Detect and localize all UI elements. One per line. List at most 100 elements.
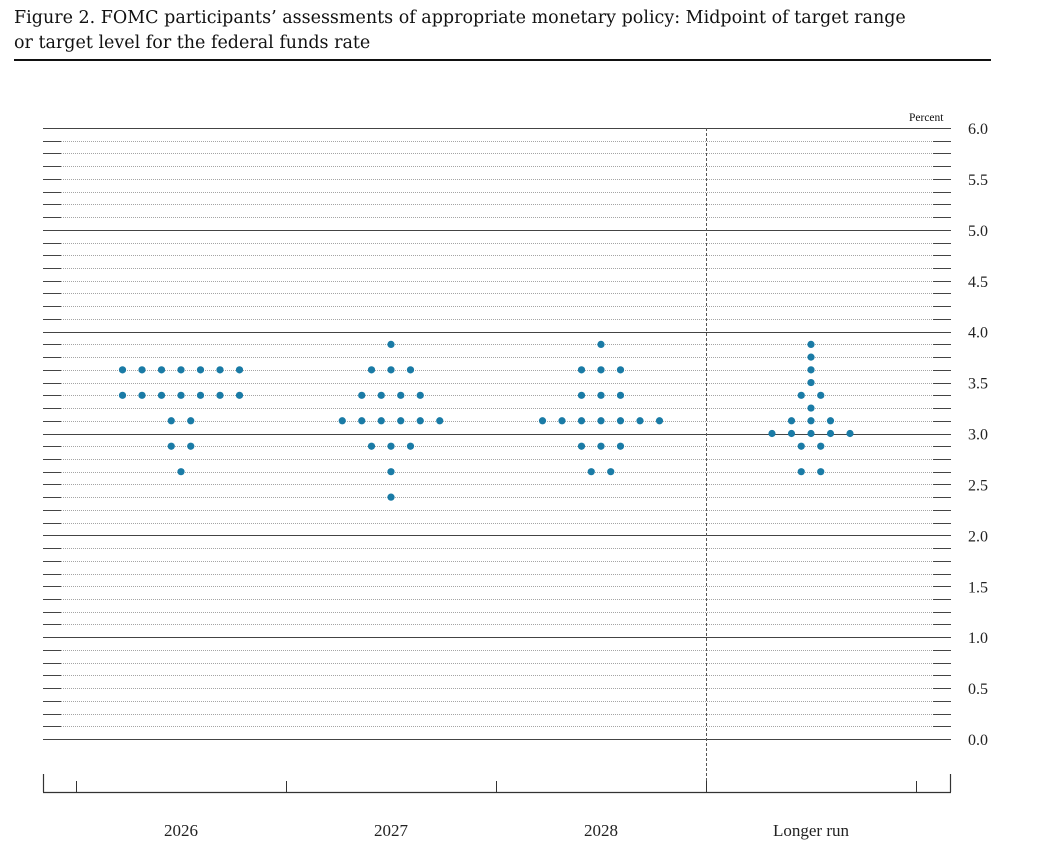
participant-dot xyxy=(235,391,244,399)
y-tick-label: 1.5 xyxy=(968,579,988,596)
y-tick-label: 6.0 xyxy=(968,121,988,138)
chart-title: Figure 2. FOMC participants’ assessments… xyxy=(14,6,994,56)
participant-dot xyxy=(597,391,605,399)
participant-dot xyxy=(187,417,195,425)
participant-dots xyxy=(118,340,854,501)
participant-dot xyxy=(187,442,195,450)
participant-dot xyxy=(406,442,415,450)
y-tick-label: 3.5 xyxy=(968,376,988,393)
participant-dot xyxy=(416,417,424,425)
participant-dot xyxy=(387,366,395,374)
participant-dot xyxy=(616,366,625,374)
y-tick-label: 3.0 xyxy=(968,427,988,444)
participant-dot xyxy=(367,442,376,450)
y-tick-label: 5.0 xyxy=(968,223,988,240)
participant-dot xyxy=(817,391,825,399)
participant-dot xyxy=(406,366,415,374)
participant-dot xyxy=(807,378,815,387)
participant-dot xyxy=(538,417,547,425)
participant-dot xyxy=(797,468,805,476)
participant-dot xyxy=(358,417,366,425)
title-rule xyxy=(14,59,991,61)
participant-dot xyxy=(807,366,815,374)
chart-title-line-2: or target level for the federal funds ra… xyxy=(14,33,371,53)
participant-dot xyxy=(397,391,405,399)
y-tick-label: 2.0 xyxy=(968,528,988,545)
y-tick-label: 2.5 xyxy=(968,477,988,494)
participant-dot xyxy=(787,417,796,425)
participant-dot xyxy=(118,391,127,399)
participant-dot xyxy=(807,340,815,348)
y-tick-label: 5.5 xyxy=(968,172,988,189)
participant-dot xyxy=(216,391,224,399)
participant-dot xyxy=(817,442,825,450)
participant-dot xyxy=(846,429,854,438)
participant-dot xyxy=(167,442,175,450)
participant-dot xyxy=(616,442,625,450)
participant-dot xyxy=(826,417,835,425)
participant-dot xyxy=(177,468,185,476)
participant-dot xyxy=(577,366,586,374)
y-tick-label: 0.5 xyxy=(968,681,988,698)
participant-dot xyxy=(387,493,395,501)
x-category-label: Longer run xyxy=(773,821,850,840)
participant-dot xyxy=(577,391,586,399)
participant-dot xyxy=(577,442,586,450)
grid-lines xyxy=(43,128,951,792)
participant-dot xyxy=(597,417,605,425)
participant-dot xyxy=(558,417,566,425)
participant-dot xyxy=(387,468,395,476)
participant-dot xyxy=(616,391,625,399)
x-axis: 2026 2027 2028 Longer run xyxy=(42,774,952,840)
participant-dot xyxy=(807,417,815,425)
x-category-label: 2027 xyxy=(374,821,409,840)
participant-dot xyxy=(807,404,815,412)
participant-dot xyxy=(607,468,615,476)
y-unit-label: Percent xyxy=(909,112,944,124)
y-tick-label: 4.5 xyxy=(968,274,988,291)
participant-dot xyxy=(597,340,605,348)
participant-dot xyxy=(387,442,395,450)
participant-dot xyxy=(377,391,385,399)
y-axis-tick-labels: 6.0 5.5 5.0 4.5 4.0 3.5 3.0 2.5 2.0 1.5 1.0 0.5 0.0 xyxy=(968,121,988,749)
x-category-label: 2026 xyxy=(164,821,198,840)
participant-dot xyxy=(367,366,376,374)
participant-dot xyxy=(118,366,127,374)
participant-dot xyxy=(397,417,405,425)
participant-dot xyxy=(597,442,605,450)
y-tick-label: 1.0 xyxy=(968,630,988,647)
participant-dot xyxy=(177,391,185,399)
participant-dot xyxy=(797,391,805,399)
participant-dot xyxy=(787,429,796,438)
participant-dot xyxy=(587,468,595,476)
participant-dot xyxy=(338,417,346,425)
participant-dot xyxy=(157,366,166,374)
participant-dot xyxy=(387,340,395,348)
participant-dot xyxy=(817,468,825,476)
participant-dot xyxy=(138,391,146,399)
participant-dot xyxy=(358,391,366,399)
participant-dot xyxy=(768,429,776,438)
y-tick-label: 0.0 xyxy=(968,732,988,749)
participant-dot xyxy=(138,366,146,374)
participant-dot xyxy=(436,417,444,425)
participant-dot xyxy=(577,417,586,425)
x-category-label: 2028 xyxy=(584,821,618,840)
participant-dot xyxy=(216,366,224,374)
participant-dot xyxy=(636,417,644,425)
participant-dot xyxy=(196,366,205,374)
participant-dot xyxy=(826,429,835,438)
chart-title-line-1: Figure 2. FOMC participants’ assessments… xyxy=(14,8,906,28)
participant-dot xyxy=(196,391,205,399)
participant-dot xyxy=(235,366,244,374)
participant-dot xyxy=(416,391,424,399)
participant-dot xyxy=(177,366,185,374)
y-tick-label: 4.0 xyxy=(968,325,988,342)
participant-dot xyxy=(616,417,625,425)
participant-dot xyxy=(655,417,664,425)
participant-dot xyxy=(377,417,385,425)
participant-dot xyxy=(597,366,605,374)
participant-dot xyxy=(807,353,815,361)
participant-dot xyxy=(167,417,175,425)
